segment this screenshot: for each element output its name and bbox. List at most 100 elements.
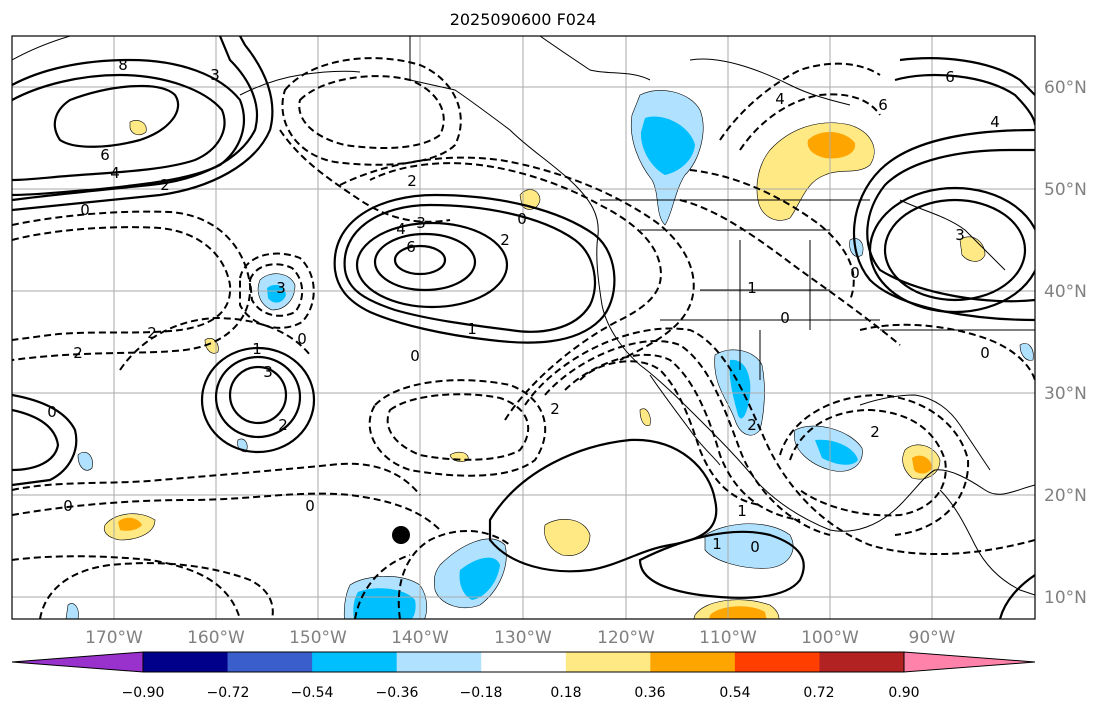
contour-label: 2 — [160, 176, 170, 194]
contour-solid — [899, 57, 1035, 96]
lon-label: 140°W — [391, 628, 449, 648]
contour-label: 6 — [878, 96, 888, 114]
anomaly-blue-light — [849, 238, 864, 257]
contour-solid — [852, 128, 1035, 322]
contour-label: 8 — [118, 56, 128, 74]
baja-california — [649, 374, 721, 466]
contour-solid — [12, 36, 259, 202]
contour-label: 1 — [252, 340, 262, 358]
map-frame — [11, 35, 1036, 620]
contour-label: 2 — [870, 423, 880, 441]
contour-label: 6 — [945, 68, 955, 86]
contour-label: 0 — [47, 403, 57, 421]
contour-label: 0 — [63, 497, 73, 515]
colorbar-swatch — [227, 652, 313, 672]
contour-label: 0 — [750, 538, 760, 556]
contour-dashed — [354, 554, 411, 619]
contour-label: 3 — [955, 226, 965, 244]
anomaly-orange — [807, 132, 856, 159]
contour-solid — [12, 73, 226, 182]
contour-dashed — [12, 555, 241, 619]
anomaly-blue-core — [729, 359, 751, 419]
contour-solid — [12, 36, 274, 212]
contour-dashed — [368, 379, 547, 477]
colorbar-tick-label: 0.18 — [550, 685, 581, 701]
contour-solid — [200, 346, 316, 454]
anomaly-orange — [912, 455, 932, 474]
contour-dashed — [281, 57, 462, 166]
contour-label: 2 — [747, 416, 757, 434]
lat-label: 10°N — [1044, 588, 1087, 608]
lon-label: 160°W — [187, 628, 245, 648]
lat-label: 30°N — [1044, 384, 1087, 404]
colorbar-tick-label: −0.90 — [122, 685, 165, 701]
contour-label: 1 — [737, 502, 747, 520]
contour-label: 1 — [712, 535, 722, 553]
contour-dashed — [779, 393, 970, 536]
longitude-labels: 170°W 160°W 150°W 140°W 130°W 120°W 110°… — [85, 628, 956, 648]
anomaly-blue-core — [267, 284, 286, 303]
colorbar-tick-label: 0.36 — [634, 685, 665, 701]
contour-dashed — [524, 327, 1035, 556]
map-title: 2025090600 F024 — [450, 10, 597, 29]
colorbar-swatch — [481, 652, 567, 672]
dashed-contours — [12, 57, 1035, 619]
contour-solid — [393, 244, 447, 276]
contour-dashed — [544, 340, 831, 536]
contour-label: 0 — [517, 210, 527, 228]
contour-solid — [214, 355, 302, 439]
contour-label: 2 — [278, 416, 288, 434]
contour-label: 2 — [407, 172, 417, 190]
contour-dashed — [386, 393, 530, 461]
latitude-labels: 60°N 50°N 40°N 30°N 20°N 10°N — [1044, 78, 1087, 608]
anomaly-yellow — [639, 408, 651, 426]
shaded-anomalies — [65, 90, 1034, 619]
colorbar-swatch — [650, 652, 736, 672]
lat-label: 60°N — [1044, 78, 1087, 98]
lon-label: 120°W — [597, 628, 655, 648]
contour-label: 0 — [297, 330, 307, 348]
storm-center-marker — [392, 526, 410, 544]
contour-dashed — [859, 323, 1035, 381]
state-borders — [640, 229, 1035, 380]
colorbar-frame — [142, 651, 905, 673]
contour-solid — [373, 232, 477, 292]
gulf-coast — [859, 394, 991, 471]
anomaly-blue-light — [65, 603, 79, 619]
contour-label: 4 — [110, 164, 120, 182]
contour-dashed — [12, 226, 232, 341]
contour-solid — [488, 438, 718, 573]
anomaly-blue-light — [77, 451, 93, 471]
contour-label: 4 — [775, 90, 785, 108]
contour-dashed — [39, 562, 274, 619]
contour-label: 0 — [850, 264, 860, 282]
colorbar-tick-label: 0.54 — [719, 685, 750, 701]
lon-label: 150°W — [289, 628, 347, 648]
contour-label: 3 — [416, 214, 426, 232]
contour-label: 0 — [410, 347, 420, 365]
anomaly-orange — [709, 606, 767, 619]
colorbar-swatches — [12, 652, 1035, 672]
colorbar-swatch — [312, 652, 398, 672]
anomaly-orange — [118, 517, 142, 531]
contour-solid — [343, 203, 597, 333]
contour-solid — [12, 58, 245, 197]
contour-label: 3 — [210, 66, 220, 84]
colorbar-swatch — [12, 652, 143, 672]
lat-label: 20°N — [1044, 486, 1087, 506]
contour-dashed — [564, 353, 801, 521]
lon-label: 130°W — [494, 628, 552, 648]
contour-label: 2 — [500, 231, 510, 249]
colorbar-tick-label: 0.90 — [888, 685, 919, 701]
contour-dashed — [298, 75, 445, 149]
contour-dashed — [719, 62, 881, 141]
contour-label: 1 — [747, 279, 757, 297]
contour-dashed — [739, 93, 881, 151]
contour-label: 0 — [780, 309, 790, 327]
colorbar-tick-label: −0.36 — [376, 685, 419, 701]
anomaly-blue-core — [640, 116, 695, 175]
lon-label: 170°W — [85, 628, 143, 648]
alaska-peninsula — [239, 70, 361, 96]
contour-label: 0 — [980, 344, 990, 362]
